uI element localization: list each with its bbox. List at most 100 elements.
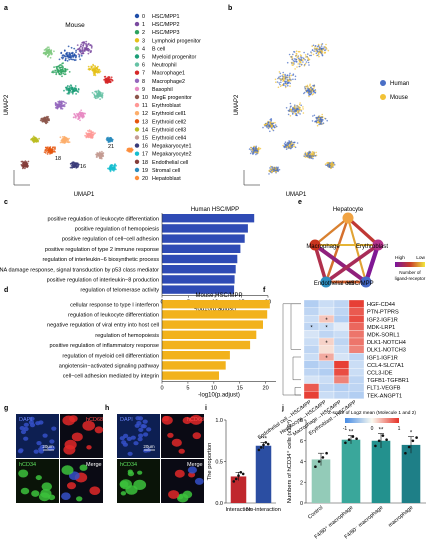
umap-point [49,151,52,154]
umap-a-cluster-8 [54,100,67,110]
umap-point [113,164,116,167]
heatmap-cell [303,337,320,346]
heatmap-star: * [325,318,328,324]
umap-point [53,150,56,152]
umap-point [307,153,310,156]
umap-point [282,73,284,76]
umap-point [308,64,310,66]
umap-point [287,113,290,116]
umap-point [45,118,48,121]
umap-point [256,150,259,153]
umap-point [61,139,63,142]
heatmap-star: * [310,326,313,332]
legend-label: Hepatoblast [152,176,181,182]
umap-point [127,149,130,152]
umap-point [299,60,301,62]
umap-point [314,46,316,48]
umap-point [99,153,102,156]
heatmap-cell [348,360,365,369]
umap-point [318,120,321,123]
micrograph-cell [189,414,203,425]
umap-point [23,164,25,166]
micrograph-label: Merge [86,462,102,468]
umap-point [318,45,321,48]
umap-point [285,107,288,109]
network-edge [314,217,349,246]
umap-point [310,86,312,89]
umap-point [65,88,68,91]
umap-point [278,168,281,171]
umap-point [289,72,291,75]
umap-point [312,88,314,91]
legend-label: HSC/MPP2 [152,22,180,28]
umap-point [295,54,297,57]
umap-point [77,163,80,166]
umap-point [75,117,77,119]
umap-point [317,54,319,57]
legend-number: 0 [142,14,145,20]
umap-point [77,53,80,55]
umap-point [91,68,94,70]
umap-point [80,109,83,112]
legend-label: Stromal cell [152,168,180,174]
x-axis-label: -log10(p.adjust) [194,307,236,313]
umap-point [306,56,308,58]
micrograph-cell [61,465,74,475]
umap-point [24,160,27,163]
umap-point [91,66,93,68]
umap-point [322,122,325,124]
umap-point [53,71,56,73]
umap-point [285,143,287,146]
umap-point [321,52,323,54]
micrograph-cell [140,424,146,429]
umap-point [66,51,68,54]
significance-mark: *** [260,436,268,442]
umap-point [253,150,256,152]
umap-point [62,69,65,72]
legend-number: 15 [142,136,148,142]
network-edge [324,243,380,284]
data-point [237,474,240,477]
umap-point [317,50,319,53]
umap-point [289,106,292,108]
umap-point [110,139,113,141]
umap-point [321,43,324,45]
data-point [232,480,236,483]
umap-point [75,51,77,54]
umap-point [285,76,287,79]
heatmap-cell [348,322,365,331]
umap-a-cluster-12 [59,135,71,145]
umap-point [56,106,59,109]
umap-point [331,162,334,165]
umap-point [101,150,103,153]
umap-point [277,170,279,173]
legend-swatch [134,102,140,108]
umap-point [296,105,299,107]
umap-point [315,116,317,119]
micrograph-cell [130,435,136,440]
heatmap-cell [318,368,335,377]
umap-point [254,148,256,150]
legend-swatch [134,13,140,19]
umap-point [318,123,320,126]
umap-point [324,52,327,54]
micrograph-cell [69,415,78,423]
micrograph-cell [138,433,144,438]
data-point [351,435,355,438]
umap-b-region-9 [303,150,318,160]
umap-point [290,110,293,112]
umap-point [315,48,317,50]
umap-point [273,168,275,170]
umap-point [303,155,305,157]
umap-point [21,160,24,163]
umap-point [305,56,307,58]
bar-category-label: regulation of telomerase activity [80,288,159,294]
umap-point [268,173,270,175]
umap-point [94,70,97,72]
umap-point [77,113,80,116]
data-point [314,465,317,469]
umap-point [302,108,304,110]
heatmap-scale-title: Z-score of Log2 mean (Molecule 1 and 2) [328,410,416,416]
umap-a-cluster-9 [72,109,86,122]
umap-point [311,153,314,156]
